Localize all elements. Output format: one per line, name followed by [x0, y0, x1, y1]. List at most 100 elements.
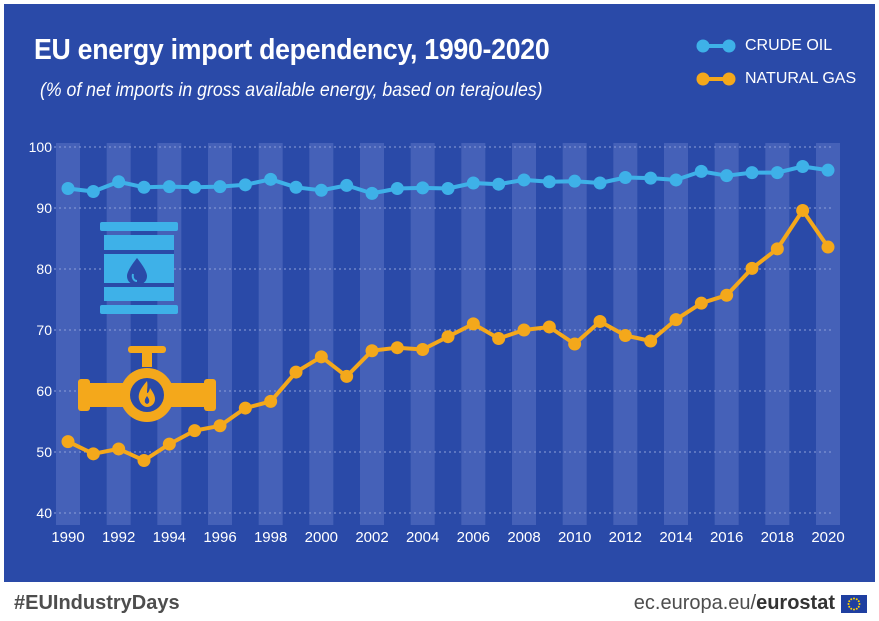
data-point-natural-gas — [492, 332, 506, 346]
data-point-crude-oil — [390, 181, 404, 195]
source-text: ec.europa.eu/eurostat — [634, 592, 835, 615]
data-point-crude-oil — [289, 180, 303, 194]
data-point-natural-gas — [314, 350, 328, 364]
legend-label-crude-oil: CRUDE OIL — [745, 37, 833, 54]
footer-bar: #EUIndustryDays ec.europa.eu/eurostat — [0, 584, 879, 621]
series-lines — [67, 164, 830, 463]
data-point-natural-gas — [720, 288, 734, 302]
line-chart: 40 50 60 70 80 90 100 1990 1992 1994 1996 1998 2000… — [29, 139, 845, 546]
data-point-crude-oil — [821, 163, 835, 177]
x-tick-label: 2000 — [305, 529, 338, 546]
x-tick-label: 1990 — [51, 529, 84, 546]
y-tick-label: 90 — [36, 200, 52, 216]
data-point-natural-gas — [340, 369, 354, 383]
data-point-crude-oil — [720, 169, 734, 183]
chart-title: EU energy import dependency, 1990-2020 — [34, 34, 550, 66]
data-point-crude-oil — [492, 177, 506, 191]
data-point-crude-oil — [365, 186, 379, 200]
data-point-crude-oil — [466, 176, 480, 190]
gas-pipe-icon — [78, 346, 216, 422]
x-tick-label: 1998 — [254, 529, 287, 546]
data-point-crude-oil — [593, 176, 607, 190]
x-tick-label: 1994 — [153, 529, 186, 546]
data-point-natural-gas — [618, 328, 632, 342]
year-band — [56, 143, 80, 525]
year-band — [208, 143, 232, 525]
data-point-natural-gas — [289, 365, 303, 379]
data-point-crude-oil — [568, 174, 582, 188]
year-band — [765, 143, 790, 525]
legend-label-natural-gas: NATURAL GAS — [745, 70, 857, 87]
data-point-natural-gas — [644, 334, 658, 348]
x-tick-label: 2010 — [558, 529, 591, 546]
year-band — [461, 143, 486, 525]
data-point-crude-oil — [188, 180, 202, 194]
data-point-natural-gas — [568, 337, 582, 351]
chart-panel: 40 50 60 70 80 90 100 1990 1992 1994 1996 1998 2000… — [4, 4, 875, 582]
data-point-crude-oil — [517, 173, 531, 187]
data-point-natural-gas — [390, 341, 404, 355]
y-axis: 40 50 60 70 80 90 100 — [29, 139, 53, 521]
data-point-crude-oil — [340, 178, 354, 192]
year-band — [360, 143, 384, 525]
data-point-crude-oil — [314, 183, 328, 197]
data-point-crude-oil — [644, 171, 658, 185]
data-point-crude-oil — [416, 181, 430, 195]
data-point-natural-gas — [61, 435, 75, 449]
year-bands — [56, 143, 840, 525]
data-point-natural-gas — [593, 314, 607, 328]
data-point-natural-gas — [137, 454, 151, 468]
year-band — [664, 143, 688, 525]
data-point-natural-gas — [365, 344, 379, 358]
data-point-natural-gas — [213, 419, 227, 433]
data-point-natural-gas — [441, 330, 455, 344]
legend-item-natural-gas: NATURAL GAS — [696, 67, 856, 91]
data-point-crude-oil — [542, 175, 556, 189]
year-band — [714, 143, 739, 525]
x-tick-label: 2002 — [355, 529, 388, 546]
data-point-natural-gas — [745, 261, 759, 275]
legend-swatch-crude-oil — [696, 39, 736, 53]
y-tick-label: 100 — [29, 139, 53, 155]
data-point-crude-oil — [441, 181, 455, 195]
gridlines — [54, 146, 834, 514]
data-point-crude-oil — [618, 171, 632, 184]
y-tick-label: 50 — [36, 444, 52, 460]
data-point-crude-oil — [796, 160, 810, 174]
year-band — [106, 143, 131, 525]
data-point-natural-gas — [416, 343, 430, 357]
data-point-natural-gas — [821, 240, 835, 254]
x-tick-label: 1992 — [102, 529, 135, 546]
data-point-crude-oil — [770, 166, 784, 180]
data-point-natural-gas — [188, 424, 202, 438]
year-band — [309, 143, 334, 525]
legend-item-crude-oil: CRUDE OIL — [696, 34, 832, 58]
data-point-crude-oil — [86, 185, 100, 199]
data-point-crude-oil — [162, 180, 176, 194]
x-axis: 1990 1992 1994 1996 1998 2000 2002 2004 2006 2008… — [51, 529, 844, 546]
data-point-crude-oil — [669, 173, 683, 187]
year-band — [157, 143, 182, 525]
x-tick-label: 2012 — [609, 529, 642, 546]
data-point-natural-gas — [112, 442, 126, 456]
x-tick-label: 2014 — [659, 529, 692, 546]
x-tick-label: 2004 — [406, 529, 439, 546]
hashtag-text: #EUIndustryDays — [14, 592, 180, 614]
data-point-crude-oil — [745, 166, 759, 180]
source-domain: ec.europa.eu/ — [633, 592, 757, 614]
data-point-natural-gas — [466, 317, 480, 331]
data-point-natural-gas — [796, 203, 810, 217]
data-point-natural-gas — [669, 313, 683, 327]
x-tick-label: 2018 — [761, 529, 794, 546]
data-point-natural-gas — [517, 323, 531, 337]
x-tick-label: 1996 — [203, 529, 236, 546]
data-point-natural-gas — [162, 437, 176, 451]
legend-swatch-natural-gas — [696, 72, 736, 86]
series-points — [61, 160, 835, 468]
data-point-natural-gas — [238, 401, 252, 415]
data-point-crude-oil — [137, 180, 151, 194]
y-tick-label: 60 — [36, 383, 52, 399]
data-point-natural-gas — [542, 320, 556, 334]
year-band — [816, 143, 840, 525]
